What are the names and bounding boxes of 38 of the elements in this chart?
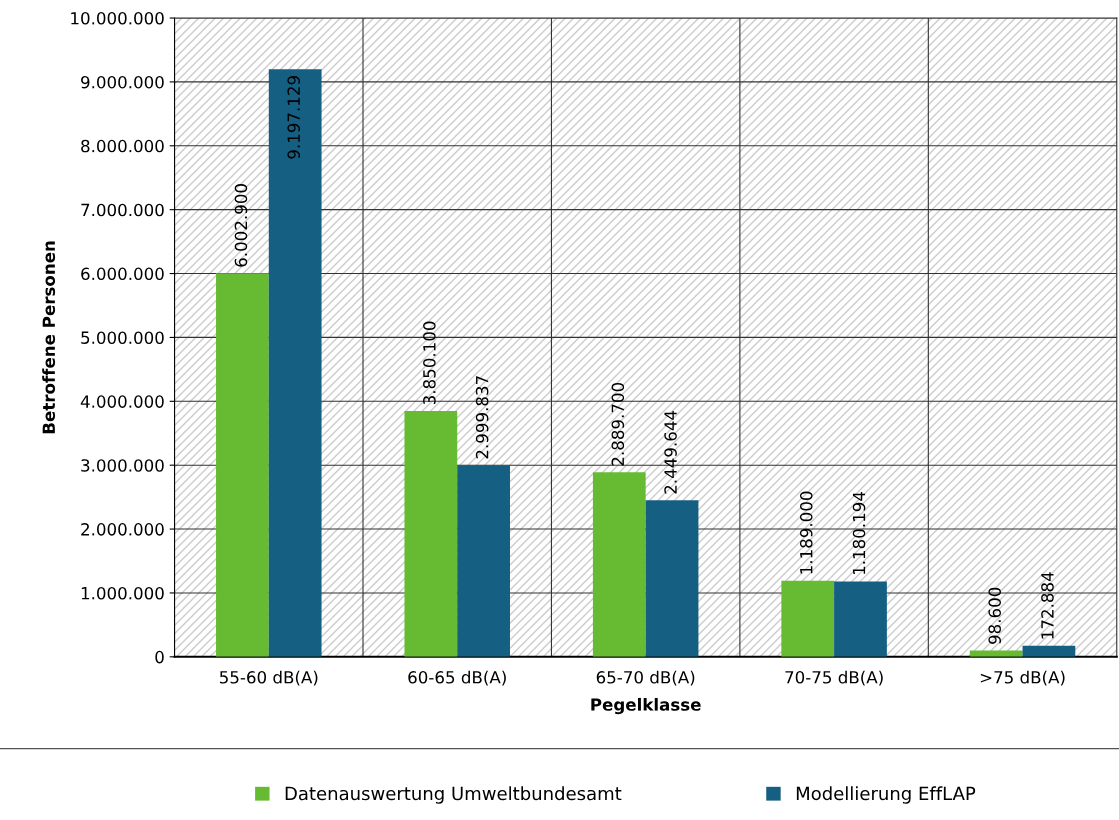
data-label: 2.999.837 bbox=[475, 376, 489, 459]
y-tick-label: 3.000.000 bbox=[81, 459, 164, 472]
x-tick-label: 55-60 dB(A) bbox=[220, 670, 318, 686]
y-tick-label: 6.000.000 bbox=[81, 267, 164, 281]
data-label: 9.197.129 bbox=[287, 76, 300, 159]
x-tick-label: 65-70 dB(A) bbox=[596, 670, 695, 686]
y-axis-title: Betroffene Personen bbox=[42, 241, 56, 434]
x-tick-label: 60-65 dB(A) bbox=[408, 670, 506, 686]
y-tick-label: 9.000.000 bbox=[81, 75, 164, 89]
y-tick-label: 2.000.000 bbox=[81, 523, 164, 536]
bar bbox=[457, 465, 510, 657]
bar bbox=[834, 581, 887, 657]
y-tick-label: 4.000.000 bbox=[80, 395, 164, 408]
data-label: 3.850.100 bbox=[423, 321, 436, 405]
data-label: 172.884 bbox=[1041, 572, 1054, 639]
bar bbox=[404, 410, 458, 657]
y-tick-label: 0 bbox=[155, 650, 164, 664]
data-label: 2.889.700 bbox=[611, 382, 625, 466]
bar bbox=[592, 472, 646, 657]
data-label: 1.189.000 bbox=[799, 491, 813, 574]
y-tick-label: 1.000.000 bbox=[81, 586, 164, 600]
x-axis-title: Pegelklasse bbox=[591, 697, 701, 715]
y-tick-label: 10.000.000 bbox=[71, 12, 164, 25]
x-tick-label: 70-75 dB(A) bbox=[785, 670, 883, 686]
y-tick-label: 8.000.000 bbox=[81, 139, 164, 153]
y-tick-label: 5.000.000 bbox=[81, 331, 164, 344]
bar bbox=[781, 580, 835, 657]
legend-label: Datenauswertung Umweltbundesamt bbox=[285, 786, 622, 804]
legend-label: Modellierung EffLAP bbox=[796, 786, 976, 804]
data-label: 2.449.644 bbox=[664, 410, 677, 494]
y-tick-label: 7.000.000 bbox=[81, 203, 164, 217]
bar bbox=[268, 69, 322, 657]
data-label: 6.002.900 bbox=[234, 184, 248, 267]
data-label: 98.600 bbox=[988, 587, 1001, 644]
bar bbox=[216, 273, 269, 657]
x-tick-label: >75 dB(A) bbox=[980, 670, 1065, 686]
data-label: 1.180.194 bbox=[852, 491, 866, 575]
bar bbox=[645, 500, 699, 657]
